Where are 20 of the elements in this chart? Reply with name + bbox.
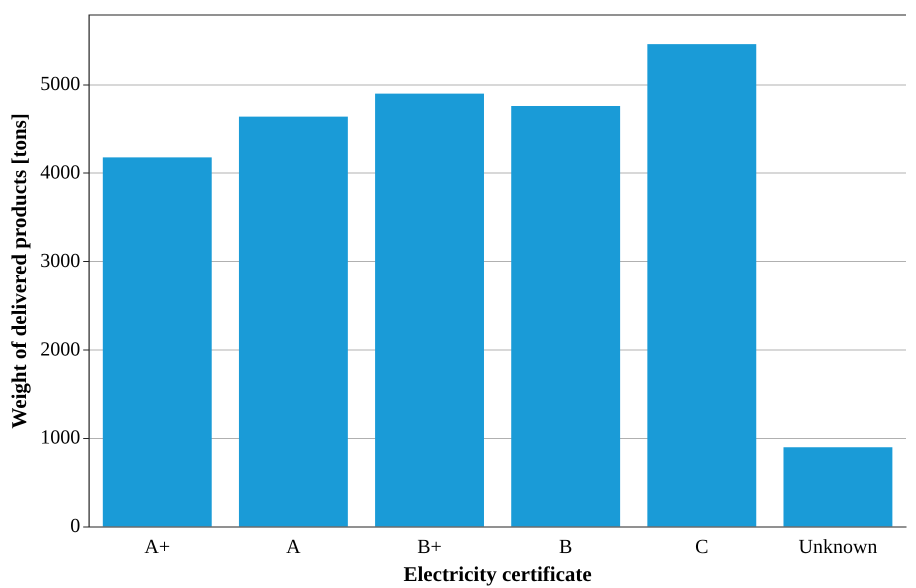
x-tick-label: B+ [417, 536, 442, 558]
x-tick-label: C [695, 536, 708, 558]
x-axis-title: Electricity certificate [403, 562, 592, 586]
bar [102, 157, 212, 526]
y-tick-label: 4000 [40, 161, 80, 184]
y-tick-label: 5000 [40, 73, 80, 96]
bar [238, 116, 348, 526]
x-tick-label: Unknown [798, 536, 878, 558]
y-tick-label: 2000 [40, 338, 80, 360]
x-tick-label: A+ [144, 536, 170, 558]
bar [783, 447, 892, 526]
x-tick-label: B [558, 536, 572, 558]
bar [375, 94, 484, 526]
y-tick-label: 3000 [40, 250, 80, 272]
y-axis-title: Weight of delivered products [tons] [7, 113, 32, 429]
y-tick-label: 0 [70, 515, 80, 538]
bar [647, 44, 756, 526]
y-tick-label: 1000 [40, 426, 80, 449]
bar [511, 106, 620, 526]
x-tick-label: A [286, 536, 302, 558]
